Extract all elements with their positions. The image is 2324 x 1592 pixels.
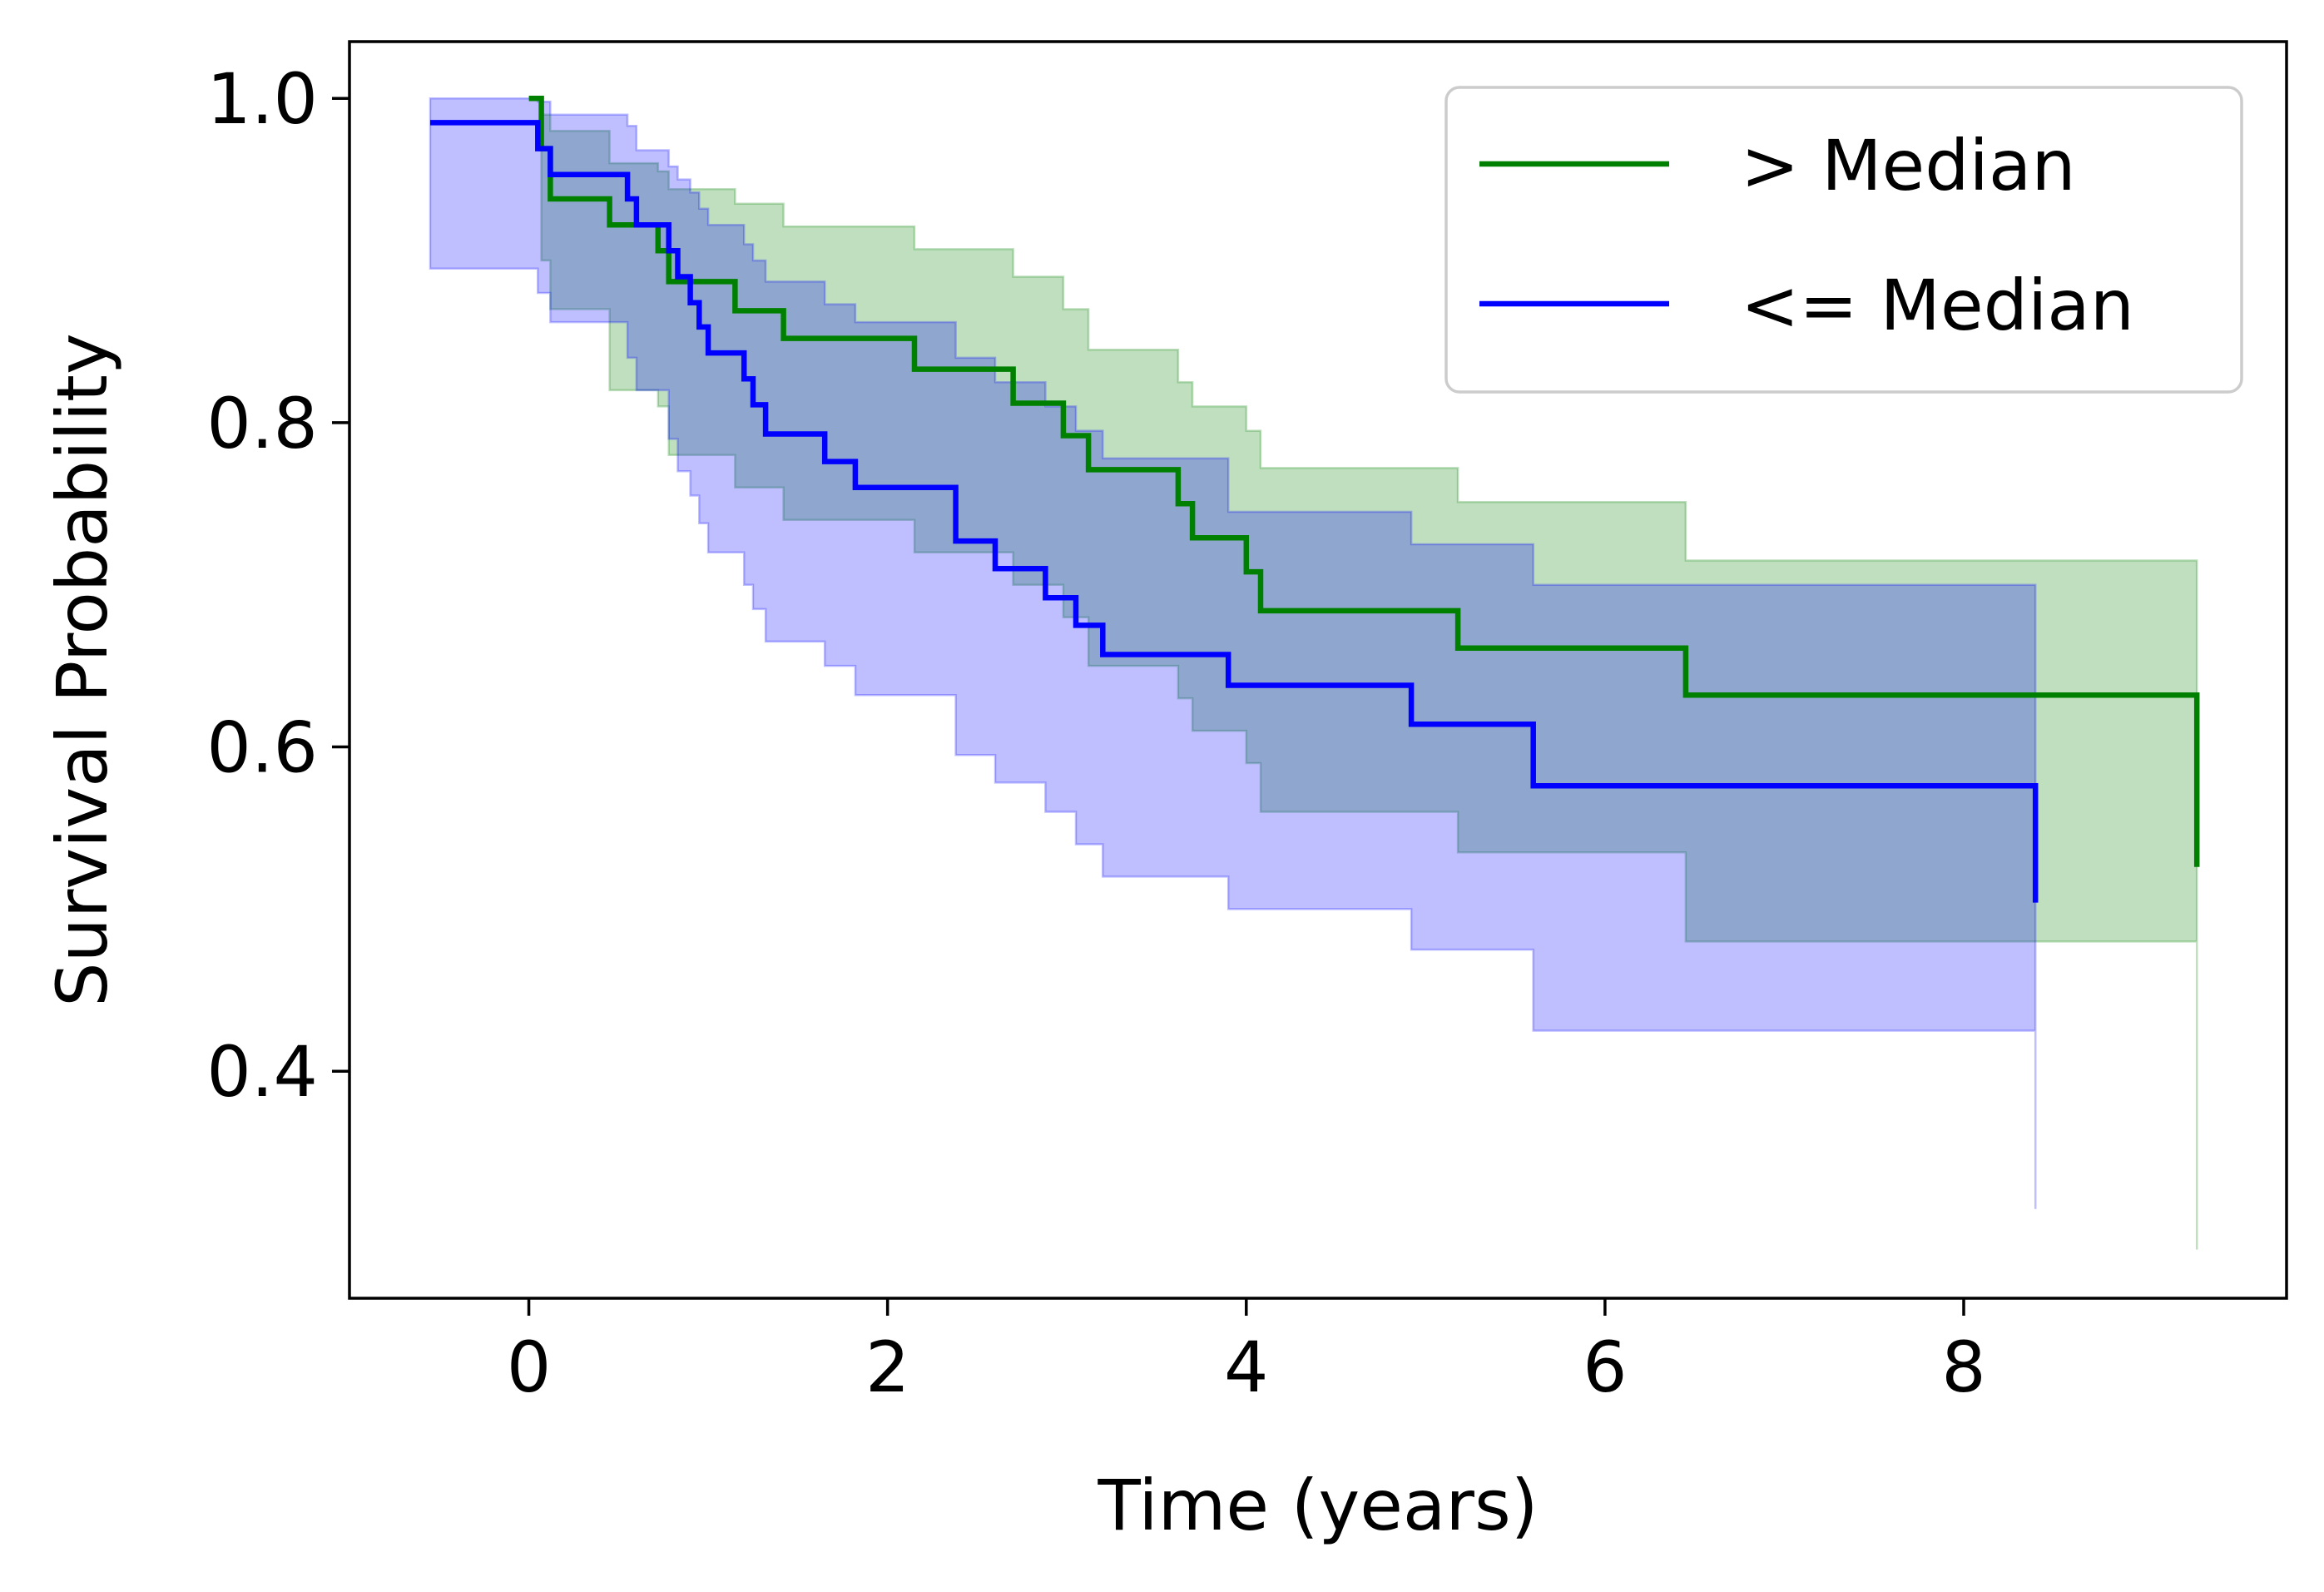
confidence-band-at-or-below-median [429, 97, 2037, 1209]
y-axis-label: Survival Probability [42, 333, 123, 1006]
x-tick-label: 6 [1583, 1327, 1627, 1408]
survival-curve-above-median [528, 95, 2200, 867]
legend: > Median <= Median [1444, 86, 2243, 394]
x-tick-label: 4 [1224, 1327, 1268, 1408]
x-axis-label: Time (years) [1098, 1465, 1539, 1546]
survival-curves [430, 95, 2200, 903]
legend-label-above-median: > Median [1741, 125, 2076, 206]
x-tick-label: 0 [507, 1327, 551, 1408]
legend-label-at-or-below-median: <= Median [1741, 265, 2134, 346]
plot-area-frame [348, 40, 2288, 1300]
x-axis-ticks: 0 2 4 6 8 [507, 1298, 1986, 1408]
x-tick-label: 8 [1941, 1327, 1985, 1408]
y-axis-ticks: 0.4 0.6 0.8 1.0 [206, 58, 349, 1113]
y-tick-label: 0.6 [206, 707, 318, 789]
y-tick-label: 0.8 [206, 383, 318, 464]
confidence-bands [429, 97, 2198, 1250]
confidence-band-above-median [528, 97, 2198, 1250]
y-tick-label: 1.0 [206, 58, 318, 140]
survival-curve-at-or-below-median [430, 120, 2039, 903]
x-tick-label: 2 [865, 1327, 909, 1408]
y-tick-label: 0.4 [206, 1031, 318, 1113]
